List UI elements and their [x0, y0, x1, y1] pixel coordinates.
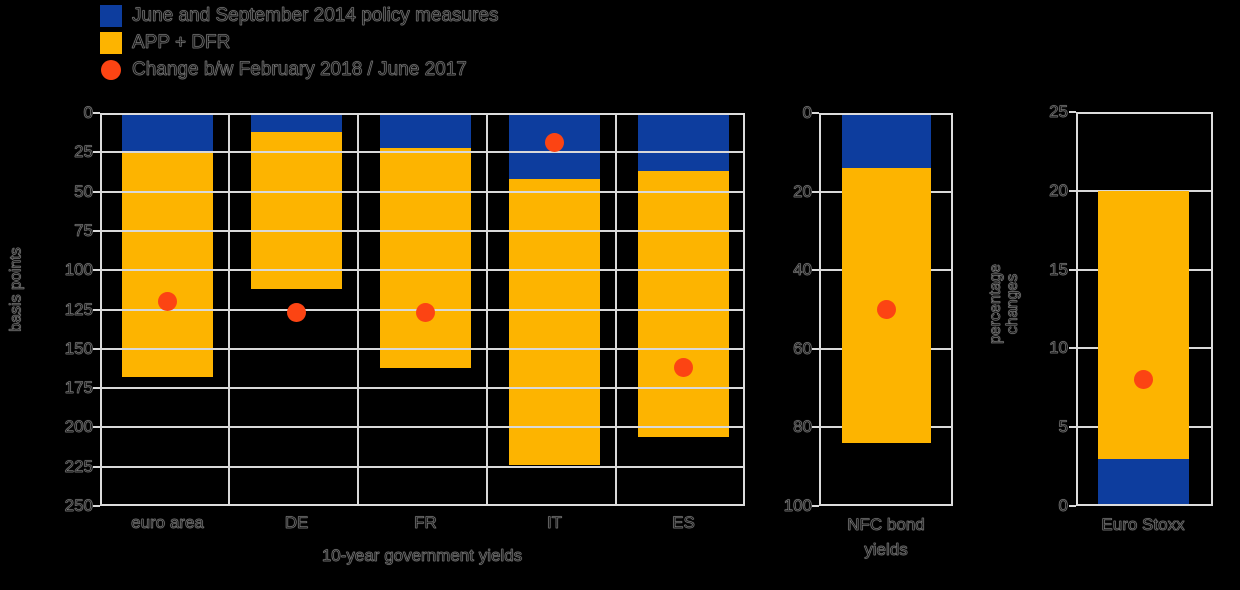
tick-label: 60 — [793, 338, 812, 359]
category-label: FR — [414, 513, 437, 533]
tick-mark — [93, 151, 100, 154]
tick-mark — [1069, 426, 1076, 429]
tick-label: 20 — [793, 181, 812, 201]
gridline — [100, 151, 745, 154]
tick-label: 5 — [1058, 417, 1068, 437]
tick-label: 100 — [783, 496, 812, 516]
legend-item-app-dfr: APP + DFR — [100, 31, 231, 55]
tick-label: 125 — [64, 299, 93, 319]
tick-mark — [93, 347, 100, 350]
change-dot-1 — [287, 303, 306, 323]
x-label-nfc-yields: yields — [864, 540, 908, 560]
change-dot-0 — [876, 300, 896, 319]
gridline — [100, 347, 745, 350]
x-axis-title-10y-gov-yields: 10-year government yields — [321, 546, 523, 566]
gridline — [100, 269, 745, 272]
blue-square-icon — [100, 5, 122, 27]
tick-label: 0 — [83, 103, 93, 123]
bar-segment-blue-1 — [251, 113, 342, 132]
tick-mark — [812, 347, 819, 350]
tick-label: 0 — [1058, 496, 1068, 516]
tick-mark — [93, 308, 100, 311]
bar-segment-yellow-2 — [380, 147, 471, 368]
tick-label: 225 — [64, 456, 93, 476]
legend-item-policy-measures: June and September 2014 policy measures — [100, 4, 499, 28]
legend-label: Change b/w February 2018 / June 2017 — [132, 59, 467, 81]
tick-label: 25 — [1049, 102, 1068, 122]
change-dot-0 — [158, 292, 177, 312]
tick-mark — [812, 269, 819, 272]
tick-mark — [812, 426, 819, 429]
tick-mark — [93, 229, 100, 232]
legend-label: June and September 2014 policy measures — [132, 5, 499, 27]
change-dot-2 — [416, 303, 435, 323]
change-dot-3 — [545, 133, 564, 153]
tick-mark — [1069, 268, 1076, 271]
bar-segment-yellow-1 — [251, 131, 342, 290]
legend-item-change: Change b/w February 2018 / June 2017 — [100, 58, 467, 82]
tick-mark — [93, 465, 100, 468]
x-label-eurostoxx: Euro Stoxx — [1101, 515, 1185, 535]
change-dot-4 — [674, 358, 693, 378]
gridline — [100, 426, 745, 429]
bar-segment-yellow-3 — [509, 179, 600, 466]
bar-segment-blue-0 — [122, 113, 213, 153]
gridline — [100, 465, 745, 468]
bar-segment-yellow-4 — [638, 171, 729, 437]
tick-label: 25 — [74, 142, 93, 162]
tick-label: 100 — [64, 260, 93, 280]
tick-mark — [93, 505, 100, 507]
tick-mark — [93, 426, 100, 429]
orange-circle-icon — [101, 60, 121, 80]
tick-label: 40 — [793, 260, 812, 280]
change-dot-0 — [1134, 370, 1153, 390]
tick-mark — [93, 387, 100, 390]
bar-segment-blue-0 — [841, 113, 931, 169]
category-label: ES — [672, 513, 695, 533]
tick-mark — [812, 112, 819, 114]
tick-label: 80 — [793, 417, 812, 437]
tick-label: 20 — [1049, 180, 1068, 201]
bar-segment-blue-0 — [1098, 458, 1189, 506]
gridline — [615, 113, 617, 506]
category-label: IT — [546, 513, 563, 533]
bar-segment-blue-2 — [380, 113, 471, 148]
tick-mark — [1069, 189, 1076, 192]
tick-label: 50 — [74, 181, 93, 201]
tick-mark — [812, 190, 819, 193]
gridline — [100, 387, 745, 390]
tick-label: 150 — [64, 338, 93, 359]
tick-label: 75 — [74, 220, 93, 241]
bar-segment-blue-4 — [638, 113, 729, 172]
gridline — [486, 113, 488, 506]
tick-label: 10 — [1049, 338, 1068, 358]
gridline — [100, 190, 745, 193]
gridline — [100, 229, 745, 232]
yellow-square-icon — [100, 32, 122, 54]
gridline — [357, 113, 359, 506]
tick-label: 175 — [64, 378, 93, 398]
y-axis-label-percentage-changes: percentage changes — [987, 263, 1022, 345]
tick-mark — [812, 505, 819, 507]
y-axis-label-basis-points: basis points — [7, 247, 25, 332]
legend-label: APP + DFR — [132, 32, 231, 54]
tick-label: 200 — [64, 417, 93, 437]
tick-mark — [1069, 505, 1076, 507]
tick-label: 250 — [64, 496, 93, 516]
tick-mark — [93, 112, 100, 114]
gridline — [228, 113, 230, 506]
tick-mark — [1069, 111, 1076, 113]
tick-mark — [1069, 347, 1076, 350]
bar-segment-yellow-0 — [1098, 190, 1189, 459]
tick-label: 15 — [1049, 259, 1068, 279]
x-label-nfc-bond: NFC bond — [847, 515, 925, 535]
tick-label: 0 — [802, 103, 812, 123]
category-label: DE — [284, 513, 309, 533]
tick-mark — [93, 190, 100, 193]
bar-segment-yellow-0 — [122, 152, 213, 378]
category-label: euro area — [131, 513, 204, 533]
tick-mark — [93, 269, 100, 272]
